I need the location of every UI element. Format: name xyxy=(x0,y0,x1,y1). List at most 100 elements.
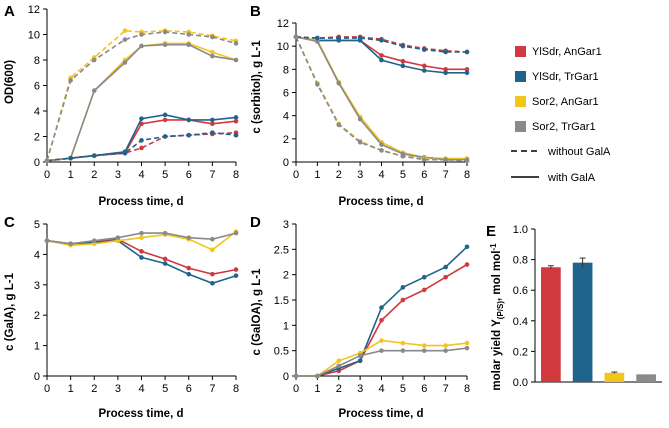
x-tick-label-b: 8 xyxy=(464,169,470,181)
x-tick-label-c: 6 xyxy=(186,383,192,395)
data-point-b-ylsdr-trgar1-with-gala xyxy=(400,63,406,69)
data-point-d-sor2-trgar1 xyxy=(336,363,342,369)
y-tick-label-b: 12 xyxy=(277,18,289,30)
x-tick-label-b: 1 xyxy=(314,169,320,181)
data-point-c-ylsdr-angar1 xyxy=(210,271,215,277)
legend-swatch-ylsdr-trgar1 xyxy=(515,71,526,82)
data-point-d-sor2-trgar1 xyxy=(293,373,299,379)
y-tick-label-c: 5 xyxy=(34,219,40,231)
bar-ylsdr-angar1 xyxy=(541,267,561,382)
data-point-a-ylsdr-trgar1-without-gala xyxy=(186,132,192,138)
data-point-a-sor2-trgar1-without-gala xyxy=(44,158,50,164)
legend-label-sor2-angar1: Sor2, AnGar1 xyxy=(532,96,599,108)
x-tick-label-d: 6 xyxy=(421,383,427,395)
x-tick-label-a: 5 xyxy=(162,169,168,181)
data-point-b-ylsdr-angar1-with-gala xyxy=(464,67,470,72)
data-point-a-sor2-trgar1-without-gala xyxy=(233,41,239,46)
x-tick-label-a: 4 xyxy=(138,169,144,181)
legend-label-with-gala: with GalA xyxy=(547,172,596,184)
y-tick-label-e: 0.8 xyxy=(513,255,528,267)
x-axis-label-b: Process time, d xyxy=(338,196,423,208)
panel-letter-a: A xyxy=(4,3,15,20)
y-tick-label-d: 2.5 xyxy=(274,244,289,256)
y-tick-label-a: 2 xyxy=(34,132,40,144)
data-point-c-ylsdr-trgar1 xyxy=(162,261,168,266)
data-point-d-sor2-trgar1 xyxy=(400,348,406,353)
x-tick-label-d: 3 xyxy=(357,383,363,395)
x-tick-label-c: 2 xyxy=(91,383,97,395)
bar-sor2-trgar1 xyxy=(636,374,656,382)
x-tick-label-c: 7 xyxy=(209,383,215,395)
y-tick-label-b: 10 xyxy=(277,41,289,53)
data-point-b-ylsdr-trgar1-without-gala xyxy=(315,35,320,41)
data-point-b-ylsdr-angar1-with-gala xyxy=(421,63,427,69)
panel-letter-b: B xyxy=(250,3,261,20)
data-point-b-sor2-trgar1-without-gala xyxy=(336,122,342,128)
panel-letter-c: C xyxy=(4,214,15,231)
chart-panel-e: E 0.0 0.2 0.4 0.6 0.8 1.0 molar yield Y(P/S),… xyxy=(486,223,662,391)
data-point-a-ylsdr-trgar1-without-gala xyxy=(68,155,73,161)
data-point-d-sor2-trgar1 xyxy=(443,348,448,353)
x-tick-label-a: 1 xyxy=(68,169,74,181)
x-tick-label-d: 4 xyxy=(378,383,384,395)
y-tick-label-a: 0 xyxy=(34,157,40,169)
data-point-a-sor2-trgar1-with-gala xyxy=(139,43,144,49)
x-tick-label-b: 3 xyxy=(357,169,363,181)
data-point-c-sor2-trgar1 xyxy=(68,241,73,247)
x-tick-label-a: 3 xyxy=(115,169,121,181)
data-point-d-ylsdr-trgar1 xyxy=(357,358,363,364)
data-point-a-sor2-trgar1-with-gala xyxy=(91,88,97,93)
data-point-a-sor2-angar1-without-gala xyxy=(122,28,128,33)
series-line-a-sor2-angar1-without-gala xyxy=(46,29,237,161)
y-tick-label-e: 0.4 xyxy=(513,316,528,328)
y-tick-label-c: 1 xyxy=(34,341,40,353)
data-point-a-sor2-trgar1-with-gala xyxy=(210,53,215,59)
x-tick-label-a: 7 xyxy=(209,169,215,181)
x-tick-label-d: 7 xyxy=(443,383,449,395)
x-tick-label-b: 6 xyxy=(421,169,427,181)
y-tick-label-d: 3 xyxy=(283,219,289,231)
data-point-b-ylsdr-angar1-with-gala xyxy=(400,58,406,64)
data-point-c-sor2-trgar1 xyxy=(210,236,215,242)
data-point-a-sor2-trgar1-with-gala xyxy=(233,57,239,63)
data-point-d-ylsdr-trgar1 xyxy=(421,274,427,280)
data-point-b-sor2-trgar1-without-gala xyxy=(379,148,384,153)
x-axis-label-a: Process time, d xyxy=(98,196,183,208)
y-tick-label-a: 8 xyxy=(34,55,40,67)
y-axis-label-b: c (sorbitol), g L-1 xyxy=(251,40,263,134)
x-tick-label-c: 5 xyxy=(162,383,168,395)
data-point-b-ylsdr-trgar1-with-gala xyxy=(379,57,384,63)
data-point-d-ylsdr-trgar1 xyxy=(379,305,384,310)
data-point-d-sor2-angar1 xyxy=(400,340,406,346)
bar-sor2-angar1 xyxy=(604,372,625,382)
chart-panel-c: C 0 1 2 3 4 5 6 7 8 0 1 2 3 4 5 Process time, d c (Gal… xyxy=(4,214,239,420)
x-tick-label-d: 1 xyxy=(314,383,320,395)
series-line-a-sor2-trgar1-with-gala xyxy=(46,43,237,162)
plot-area-c: 0 1 2 3 4 5 6 7 8 0 1 2 3 4 5 xyxy=(34,219,239,395)
legend-label-ylsdr-trgar1: YlSdr, TrGar1 xyxy=(532,71,599,83)
data-point-c-ylsdr-angar1 xyxy=(233,267,239,272)
y-axis-label-e: molar yield Y(P/S), mol mol-1 xyxy=(489,243,505,391)
data-point-d-ylsdr-angar1 xyxy=(464,262,470,267)
legend-swatch-sor2-angar1 xyxy=(515,96,526,107)
data-point-c-sor2-trgar1 xyxy=(115,235,121,240)
chart-panel-d: D 0 1 2 3 4 5 6 7 8 0 0.5 1 1.5 2 2.5 3 Process time, d… xyxy=(250,214,470,420)
data-point-b-sor2-trgar1-with-gala xyxy=(357,116,363,122)
data-point-b-ylsdr-trgar1-with-gala xyxy=(443,70,448,76)
x-tick-label-b: 5 xyxy=(400,169,406,181)
data-point-c-ylsdr-angar1 xyxy=(139,249,144,254)
data-point-a-ylsdr-trgar1-without-gala xyxy=(210,130,215,135)
x-tick-label-b: 7 xyxy=(443,169,449,181)
x-tick-label-d: 8 xyxy=(464,383,470,395)
data-point-d-sor2-trgar1 xyxy=(379,348,384,353)
data-point-a-sor2-trgar1-without-gala xyxy=(91,57,97,63)
data-point-b-sor2-trgar1-without-gala xyxy=(400,153,406,159)
data-point-c-ylsdr-trgar1 xyxy=(186,271,192,277)
data-point-d-sor2-trgar1 xyxy=(357,353,363,359)
data-point-a-ylsdr-trgar1-with-gala xyxy=(233,115,239,120)
data-point-a-ylsdr-angar1-without-gala xyxy=(139,145,144,151)
